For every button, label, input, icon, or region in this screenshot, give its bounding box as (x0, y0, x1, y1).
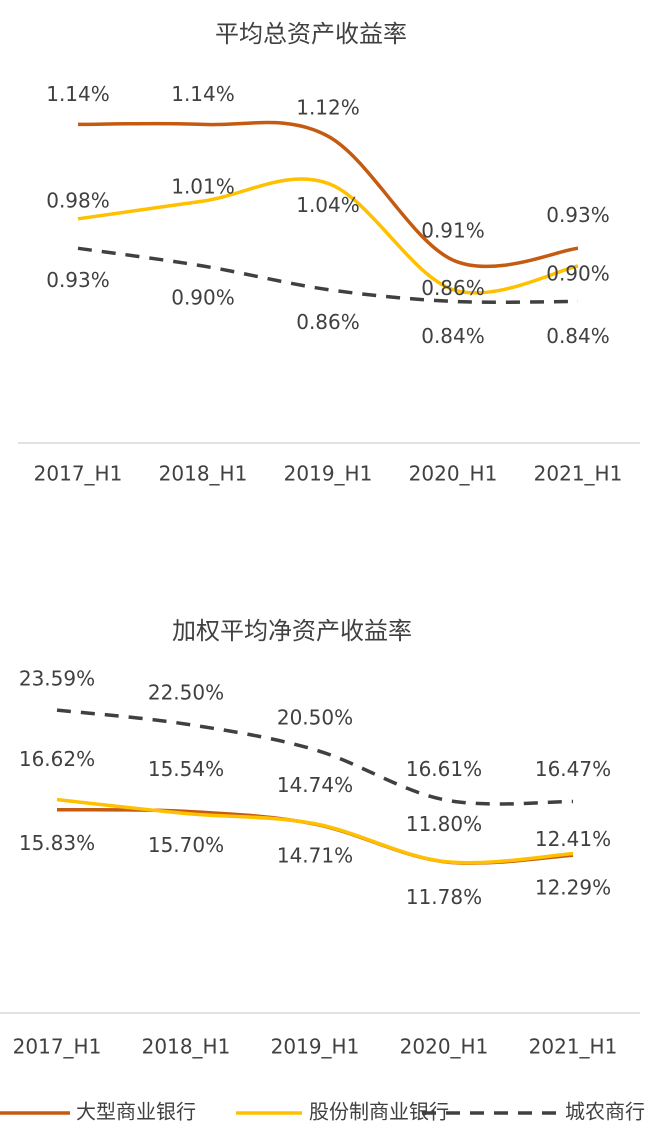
x-tick-label: 2021_H1 (534, 462, 623, 486)
data-label: 14.71% (277, 844, 353, 868)
x-tick-label: 2021_H1 (529, 1035, 618, 1059)
data-label: 20.50% (277, 705, 353, 729)
data-label: 0.91% (421, 219, 485, 243)
data-label: 0.98% (46, 188, 110, 212)
series-line (77, 246, 579, 305)
data-label: 0.84% (421, 324, 485, 348)
data-label: 15.83% (19, 831, 95, 855)
chart-title: 加权平均净资产收益率 (172, 617, 412, 645)
data-label: 0.90% (546, 262, 610, 286)
data-label: 1.12% (296, 96, 360, 120)
data-label: 0.86% (421, 276, 485, 300)
series-line (77, 120, 579, 269)
legend-label: 大型商业银行 (76, 1100, 196, 1124)
data-label: 22.50% (148, 681, 224, 705)
data-label: 0.93% (546, 203, 610, 227)
x-tick-label: 2018_H1 (159, 462, 248, 486)
x-tick-label: 2019_H1 (284, 462, 373, 486)
x-tick-label: 2019_H1 (271, 1035, 360, 1059)
data-label: 15.70% (148, 833, 224, 857)
data-label: 11.80% (406, 812, 482, 836)
data-label: 12.41% (535, 827, 611, 851)
data-label: 16.61% (406, 757, 482, 781)
data-label: 0.86% (296, 310, 360, 334)
data-label: 11.78% (406, 885, 482, 909)
x-tick-label: 2020_H1 (400, 1035, 489, 1059)
x-tick-label: 2020_H1 (409, 462, 498, 486)
data-label: 16.62% (19, 747, 95, 771)
data-label: 14.74% (277, 773, 353, 797)
data-label: 1.04% (296, 193, 360, 217)
data-label: 1.01% (171, 175, 235, 199)
chart-title: 平均总资产收益率 (215, 20, 407, 48)
data-label: 0.84% (546, 324, 610, 348)
legend-label: 城农商行 (565, 1100, 645, 1124)
x-tick-label: 2017_H1 (34, 462, 123, 486)
series-line (56, 797, 574, 865)
data-label: 1.14% (46, 82, 110, 106)
data-label: 15.54% (148, 757, 224, 781)
x-tick-label: 2017_H1 (13, 1035, 102, 1059)
data-label: 23.59% (19, 667, 95, 691)
series-line (56, 708, 574, 806)
data-label: 0.93% (46, 268, 110, 292)
data-label: 16.47% (535, 757, 611, 781)
data-label: 12.29% (535, 876, 611, 900)
series-line (77, 177, 579, 295)
data-label: 0.90% (171, 286, 235, 310)
data-label: 1.14% (171, 82, 235, 106)
x-tick-label: 2018_H1 (142, 1035, 231, 1059)
